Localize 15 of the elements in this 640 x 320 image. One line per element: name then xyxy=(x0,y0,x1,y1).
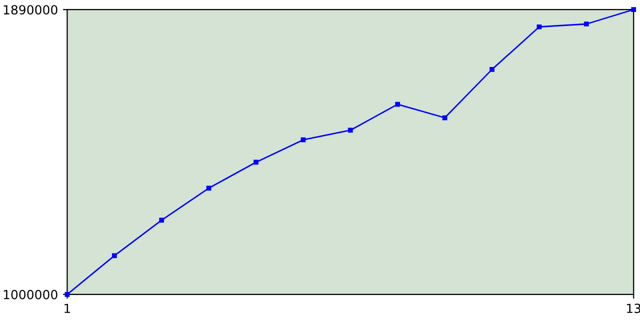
point xyxy=(254,160,258,165)
point xyxy=(206,186,212,191)
point xyxy=(584,22,589,26)
point xyxy=(490,67,494,72)
y-tick-label: 1000000 xyxy=(4,290,58,300)
point xyxy=(395,102,400,107)
y-tick-label: 1890000 xyxy=(4,5,58,15)
x-tick-label: 1 xyxy=(64,304,70,313)
point xyxy=(159,218,164,223)
point xyxy=(300,137,306,142)
point xyxy=(631,7,636,12)
point xyxy=(348,128,353,133)
point xyxy=(112,253,117,258)
point xyxy=(536,24,542,30)
point xyxy=(442,115,448,120)
